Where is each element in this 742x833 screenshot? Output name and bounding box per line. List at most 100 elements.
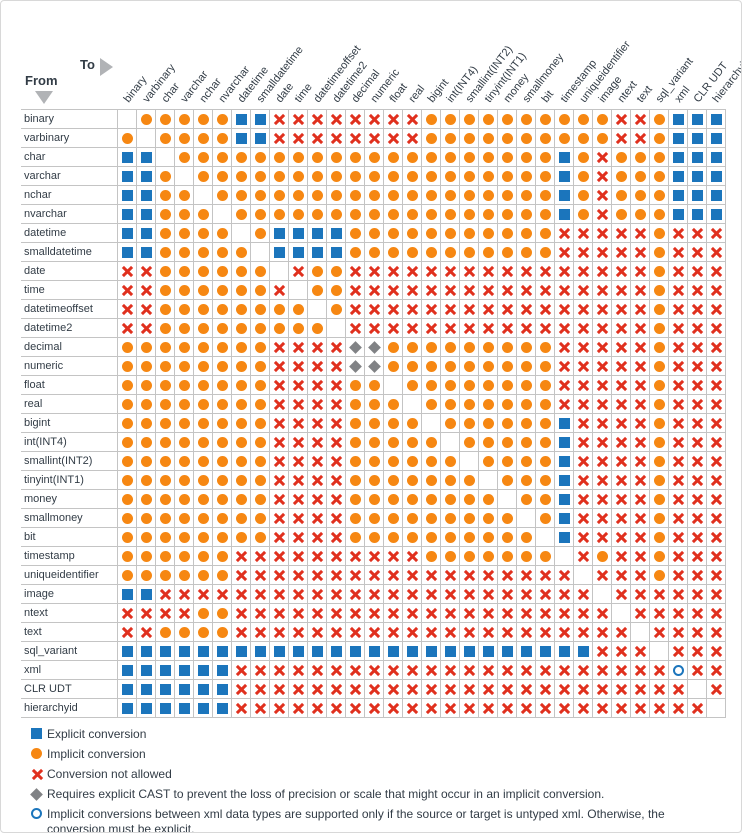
not-allowed-x-icon [596,208,609,221]
cell-numeric-to-datetime2 [327,357,346,376]
cell-real-to-xml [669,395,688,414]
cell-tinyint-int1--to-clr-udt [688,471,707,490]
not-allowed-x-icon [596,683,609,696]
not-allowed-x-icon [577,474,590,487]
cell-image-to-nchar [194,585,213,604]
implicit-circle-icon [349,208,361,220]
implicit-circle-icon [482,246,494,258]
cell-datetime-to-xml [669,224,688,243]
cell-ntext-to-nvarchar [213,604,232,623]
implicit-circle-icon [216,436,228,448]
xml-untyped-circle-icon [672,664,684,676]
explicit-square-icon [558,531,570,543]
not-allowed-x-icon [634,284,647,297]
implicit-circle-icon [463,474,475,486]
cell-varchar-to-sql-variant [650,167,669,186]
cell-date-to-nvarchar [213,262,232,281]
cell-decimal-to-numeric [365,338,384,357]
cell-timestamp-to-ntext [612,547,631,566]
explicit-square-icon [140,588,152,600]
explicit-square-icon [178,645,190,657]
implicit-circle-icon [539,151,551,163]
cell-numeric-to-text [631,357,650,376]
implicit-circle-icon [254,398,266,410]
cell-bigint-to-ntext [612,414,631,433]
not-allowed-x-icon [368,303,381,316]
cell-decimal-to-bit [536,338,555,357]
not-allowed-x-icon [406,550,419,563]
implicit-circle-icon [520,417,532,429]
cell-float-to-bigint [422,376,441,395]
cell-nvarchar-to-date [270,205,289,224]
cell-varbinary-to-timestamp [555,129,574,148]
cell-clr-udt-to-money [498,680,517,699]
cell-clr-udt-to-sql-variant [650,680,669,699]
row-label-bigint: bigint [21,414,117,433]
cell-clr-udt-to-image [593,680,612,699]
cell-uniqueidentifier-to-smalldatetime [251,566,270,585]
explicit-square-icon [691,113,703,125]
cell-xml-to-time [289,661,308,680]
cell-smallint-int2--to-real [403,452,422,471]
implicit-circle-icon [178,379,190,391]
not-allowed-x-icon [520,702,533,715]
cell-clr-udt-to-nvarchar [213,680,232,699]
not-allowed-x-icon [349,607,362,620]
implicit-circle-icon [482,227,494,239]
cell-float-to-char [156,376,175,395]
not-allowed-x-icon [121,303,134,316]
cell-varbinary-to-real [403,129,422,148]
not-allowed-x-icon [710,379,723,392]
explicit-square-icon [311,246,323,258]
implicit-circle-icon [197,569,209,581]
implicit-circle-icon [349,455,361,467]
cell-nvarchar-to-timestamp [555,205,574,224]
cell-datetime2-to-smalldatetime [251,319,270,338]
not-allowed-x-icon [615,379,628,392]
implicit-circle-icon [520,151,532,163]
explicit-square-icon [539,645,551,657]
cell-time-to-ntext [612,281,631,300]
cell-numeric-to-clr-udt [688,357,707,376]
cell-sql-variant-to-datetime [232,642,251,661]
explicit-square-icon [178,702,190,714]
not-allowed-x-icon [311,683,324,696]
cell-int-int4--to-image [593,433,612,452]
cell-clr-udt-to-char [156,680,175,699]
cell-varchar-to-uniqueidentifier [574,167,593,186]
cell-uniqueidentifier-to-real [403,566,422,585]
implicit-circle-icon [216,113,228,125]
cell-datetime-to-text [631,224,650,243]
not-allowed-x-icon [558,265,571,278]
cell-text-to-ntext [612,623,631,642]
implicit-circle-icon [216,341,228,353]
implicit-circle-icon [653,265,665,277]
cell-money-to-time [289,490,308,509]
not-allowed-x-icon [482,683,495,696]
not-allowed-x-icon [501,588,514,601]
implicit-circle-icon [482,113,494,125]
implicit-circle-icon [197,132,209,144]
not-allowed-x-icon [159,607,172,620]
cell-datetimeoffset-to-varchar [175,300,194,319]
cell-float-to-sql-variant [650,376,669,395]
cell-numeric-to-timestamp [555,357,574,376]
implicit-circle-icon [444,474,456,486]
implicit-circle-icon [349,493,361,505]
cell-nvarchar-to-varbinary [137,205,156,224]
not-allowed-x-icon [444,588,457,601]
not-allowed-x-icon [634,569,647,582]
cell-datetimeoffset-to-text [631,300,650,319]
cell-float-to-image [593,376,612,395]
cell-clr-udt-to-binary [118,680,137,699]
explicit-square-icon [292,246,304,258]
not-allowed-x-icon [634,132,647,145]
cell-bigint-to-xml [669,414,688,433]
not-allowed-x-icon [501,702,514,715]
cell-text-to-date [270,623,289,642]
implicit-circle-icon [349,474,361,486]
cell-money-to-nvarchar [213,490,232,509]
implicit-circle-icon [501,512,513,524]
not-allowed-x-icon [577,417,590,430]
cell-int-int4--to-numeric [365,433,384,452]
